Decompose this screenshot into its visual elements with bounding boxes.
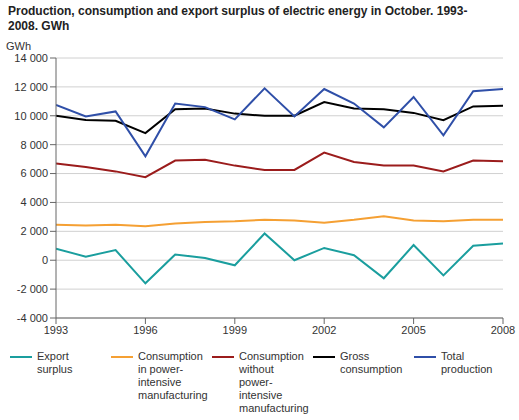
svg-text:8 000: 8 000 xyxy=(20,139,48,151)
svg-text:14 000: 14 000 xyxy=(14,52,48,64)
svg-text:10 000: 10 000 xyxy=(14,110,48,122)
svg-text:1999: 1999 xyxy=(223,324,247,336)
html-text:Export surplus: Export surplus xyxy=(37,350,73,375)
html-text:Total production: Total production xyxy=(441,350,493,375)
html-text:Production, consumption and ex: Production, consumption and export surpl… xyxy=(8,4,468,33)
svg-text:2 000: 2 000 xyxy=(20,225,48,237)
html-text:Consumption without power-inte: Consumption without power-intensive manu… xyxy=(239,350,309,414)
svg-text:2002: 2002 xyxy=(312,324,336,336)
html-text:GWh: GWh xyxy=(6,40,32,52)
html-text:Consumption in power-intensive: Consumption in power-intensive manufactu… xyxy=(138,350,208,401)
svg-text:1996: 1996 xyxy=(133,324,157,336)
svg-text:0: 0 xyxy=(42,254,48,266)
html-text:Gross consumption: Gross consumption xyxy=(340,350,403,375)
svg-text:2005: 2005 xyxy=(401,324,425,336)
svg-text:1993: 1993 xyxy=(44,324,68,336)
svg-text:2008: 2008 xyxy=(491,324,511,336)
svg-text:-4 000: -4 000 xyxy=(17,312,48,324)
svg-text:6 000: 6 000 xyxy=(20,167,48,179)
svg-text:-2 000: -2 000 xyxy=(17,283,48,295)
svg-text:4 000: 4 000 xyxy=(20,196,48,208)
svg-text:12 000: 12 000 xyxy=(14,81,48,93)
